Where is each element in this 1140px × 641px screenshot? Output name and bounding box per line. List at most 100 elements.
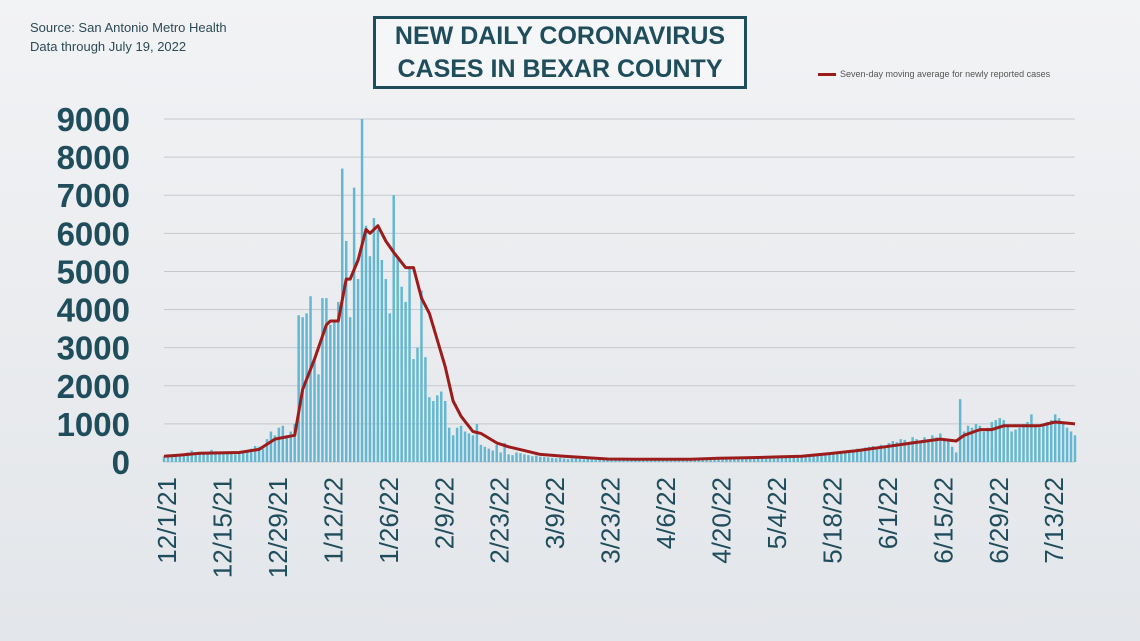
daily-case-bar: [851, 449, 855, 462]
daily-case-bar: [337, 301, 340, 462]
daily-case-bar: [859, 449, 863, 462]
daily-case-bar: [1034, 425, 1037, 462]
daily-case-bar: [1030, 414, 1033, 462]
x-tick-label: 6/29/22: [984, 477, 1014, 564]
daily-case-bar: [531, 456, 534, 462]
daily-case-bar: [325, 298, 328, 462]
daily-case-bar: [990, 421, 994, 462]
daily-case-bar: [923, 437, 926, 462]
daily-case-bar: [792, 455, 796, 462]
daily-case-bar: [329, 324, 332, 462]
daily-case-bar: [752, 457, 756, 462]
daily-case-bar: [737, 457, 740, 462]
daily-case-bar: [982, 431, 986, 462]
daily-case-bar: [428, 397, 431, 462]
daily-case-bar: [313, 359, 316, 462]
daily-case-bar: [919, 441, 922, 462]
daily-case-bar: [657, 459, 661, 462]
daily-case-bar: [436, 395, 439, 462]
daily-case-bar: [566, 458, 570, 462]
daily-case-bar: [214, 451, 217, 462]
daily-case-bar: [1053, 414, 1057, 462]
x-tick-label: 2/9/22: [429, 477, 459, 549]
daily-case-bar: [598, 459, 601, 462]
daily-case-bar: [562, 458, 566, 462]
daily-case-bar: [748, 457, 752, 462]
x-tick-label: 5/4/22: [762, 477, 792, 549]
x-tick-label: 1/26/22: [374, 477, 404, 564]
bars: [162, 119, 1077, 463]
daily-case-bar: [844, 450, 847, 462]
daily-case-bar: [265, 439, 269, 462]
daily-case-bar: [899, 439, 902, 462]
daily-case-bar: [677, 459, 681, 462]
daily-case-bar: [356, 279, 360, 462]
daily-case-bar: [487, 448, 491, 462]
daily-case-bar: [729, 458, 732, 462]
daily-case-bar: [550, 457, 554, 462]
daily-case-bar: [241, 450, 245, 462]
daily-case-bar: [855, 448, 859, 462]
daily-case-bar: [915, 439, 918, 462]
daily-case-bar: [432, 401, 435, 462]
daily-case-bar: [384, 279, 388, 462]
daily-case-bar: [1046, 421, 1049, 462]
daily-case-bar: [400, 286, 403, 462]
daily-case-bar: [285, 435, 289, 462]
daily-case-bar: [970, 427, 974, 462]
daily-case-bar: [420, 290, 423, 462]
daily-case-bar: [570, 458, 574, 462]
daily-case-bar: [784, 456, 788, 462]
daily-case-bar: [645, 460, 649, 462]
daily-case-bar: [943, 439, 946, 462]
daily-case-bar: [202, 454, 205, 462]
x-tick-label: 4/6/22: [651, 477, 681, 549]
daily-case-bar: [1042, 423, 1045, 462]
daily-case-bar: [348, 317, 352, 462]
daily-case-bar: [372, 218, 376, 462]
daily-case-bar: [190, 450, 193, 462]
daily-case-bar: [768, 457, 772, 462]
daily-case-bar: [317, 374, 320, 462]
chart-title-box: NEW DAILY CORONAVIRUS CASES IN BEXAR COU…: [373, 16, 747, 89]
daily-case-bar: [341, 168, 344, 463]
daily-case-bar: [653, 460, 657, 462]
daily-case-bar: [705, 459, 708, 462]
daily-case-bar: [883, 445, 887, 462]
daily-case-bar: [800, 455, 803, 462]
daily-case-bar: [618, 460, 621, 462]
y-tick-label: 0: [112, 444, 130, 481]
daily-case-bar: [590, 459, 594, 462]
daily-case-bar: [824, 453, 827, 462]
x-tick-label: 5/18/22: [817, 477, 847, 564]
daily-case-bar: [610, 460, 613, 462]
daily-case-bar: [269, 431, 273, 462]
chart-title-line-2: CASES IN BEXAR COUNTY: [397, 54, 723, 83]
daily-case-bar: [903, 439, 906, 462]
daily-case-bar: [574, 458, 578, 462]
daily-case-bar: [760, 457, 764, 462]
daily-case-bar: [447, 427, 451, 462]
daily-case-bar: [614, 459, 617, 462]
daily-case-bar: [1014, 429, 1017, 462]
daily-case-bar: [681, 460, 685, 462]
daily-case-bar: [764, 457, 768, 462]
x-tick-label: 12/15/21: [208, 477, 238, 578]
x-tick-label: 6/15/22: [928, 477, 958, 564]
daily-case-bar: [218, 452, 221, 462]
daily-case-bar: [511, 455, 514, 462]
data-through-line: Data through July 19, 2022: [30, 39, 187, 54]
daily-case-bar: [535, 455, 538, 462]
daily-case-bar: [911, 437, 914, 462]
daily-case-bar: [1038, 427, 1041, 462]
x-tick-label: 1/12/22: [318, 477, 348, 564]
daily-case-bar: [388, 313, 391, 462]
daily-case-bar: [796, 456, 799, 462]
moving-average-line-group: [163, 224, 1076, 461]
daily-case-bar: [1065, 427, 1069, 462]
daily-case-bar: [741, 457, 744, 462]
daily-case-bar: [887, 442, 891, 462]
daily-case-bar: [1010, 431, 1013, 462]
